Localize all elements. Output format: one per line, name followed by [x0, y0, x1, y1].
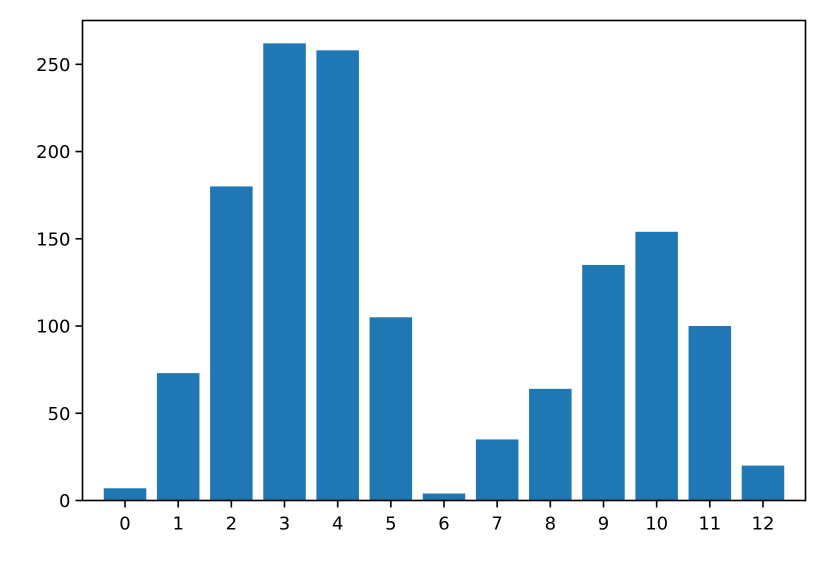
y-tick-label: 100	[36, 317, 70, 338]
bar-8	[529, 388, 572, 501]
x-tick-label: 4	[332, 514, 343, 535]
bar-0	[103, 488, 147, 501]
x-tick-label: 0	[119, 514, 130, 535]
x-tick-label: 11	[698, 514, 721, 535]
bar-4	[316, 50, 359, 501]
y-tick-label: 0	[59, 491, 70, 512]
x-tick-label: 7	[491, 514, 502, 535]
y-tick-label: 50	[48, 404, 71, 425]
bar-10	[635, 231, 678, 501]
plot-frame	[81, 19, 807, 502]
y-tick-label: 150	[36, 229, 70, 250]
x-tick-label: 10	[645, 514, 668, 535]
x-tick-label: 2	[226, 514, 237, 535]
bar-5	[369, 317, 413, 501]
x-tick-label: 3	[279, 514, 290, 535]
x-tick-label: 9	[598, 514, 609, 535]
bar-3	[263, 43, 306, 501]
bar-11	[688, 326, 732, 501]
x-tick-label: 12	[752, 514, 775, 535]
bars-layer	[103, 43, 785, 501]
bar-2	[210, 186, 253, 501]
x-tick-label: 1	[172, 514, 183, 535]
bar-7	[475, 439, 519, 501]
bar-12	[741, 465, 785, 501]
bar-1	[156, 373, 200, 501]
y-axis: 0 50 100 150 200 250	[36, 55, 83, 512]
x-axis: 0 1 2 3 4 5 6 7 8 9 10 11 12	[119, 500, 775, 535]
bar-9	[582, 264, 625, 501]
x-tick-label: 6	[438, 514, 449, 535]
y-tick-label: 250	[36, 55, 70, 76]
y-tick-label: 200	[36, 142, 70, 163]
x-tick-label: 8	[545, 514, 556, 535]
x-tick-label: 5	[385, 514, 396, 535]
bar-6	[422, 493, 466, 501]
